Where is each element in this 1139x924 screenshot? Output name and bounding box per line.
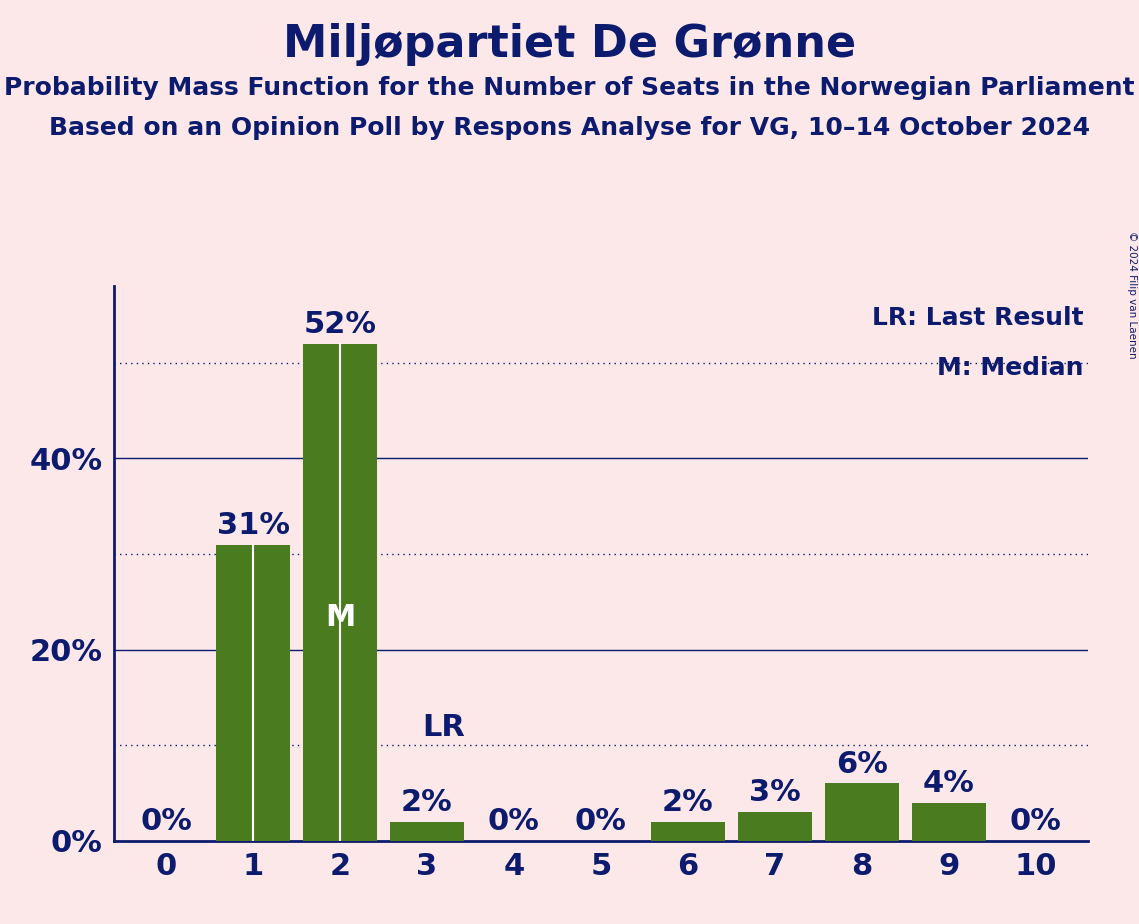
Text: LR: Last Result: LR: Last Result [871, 306, 1083, 330]
Text: 4%: 4% [923, 769, 975, 797]
Bar [911, 803, 985, 841]
Bar [303, 344, 377, 841]
Text: 0%: 0% [487, 807, 540, 836]
Text: 0%: 0% [140, 807, 192, 836]
Bar [825, 784, 899, 841]
Text: 2%: 2% [662, 788, 714, 817]
Text: © 2024 Filip van Laenen: © 2024 Filip van Laenen [1126, 231, 1137, 359]
Text: 2%: 2% [401, 788, 453, 817]
Bar [650, 821, 724, 841]
Text: M: Median: M: Median [937, 356, 1083, 380]
Text: Based on an Opinion Poll by Respons Analyse for VG, 10–14 October 2024: Based on an Opinion Poll by Respons Anal… [49, 116, 1090, 140]
Text: 6%: 6% [836, 749, 887, 779]
Text: Probability Mass Function for the Number of Seats in the Norwegian Parliament: Probability Mass Function for the Number… [5, 76, 1134, 100]
Text: 0%: 0% [1009, 807, 1062, 836]
Text: 31%: 31% [216, 511, 289, 540]
Text: Miljøpartiet De Grønne: Miljøpartiet De Grønne [282, 23, 857, 67]
Bar [738, 812, 812, 841]
Text: 0%: 0% [575, 807, 626, 836]
Text: M: M [325, 602, 355, 632]
Bar [216, 544, 290, 841]
Text: 52%: 52% [303, 310, 377, 339]
Text: LR: LR [423, 713, 466, 742]
Text: 3%: 3% [748, 778, 801, 808]
Bar [390, 821, 464, 841]
